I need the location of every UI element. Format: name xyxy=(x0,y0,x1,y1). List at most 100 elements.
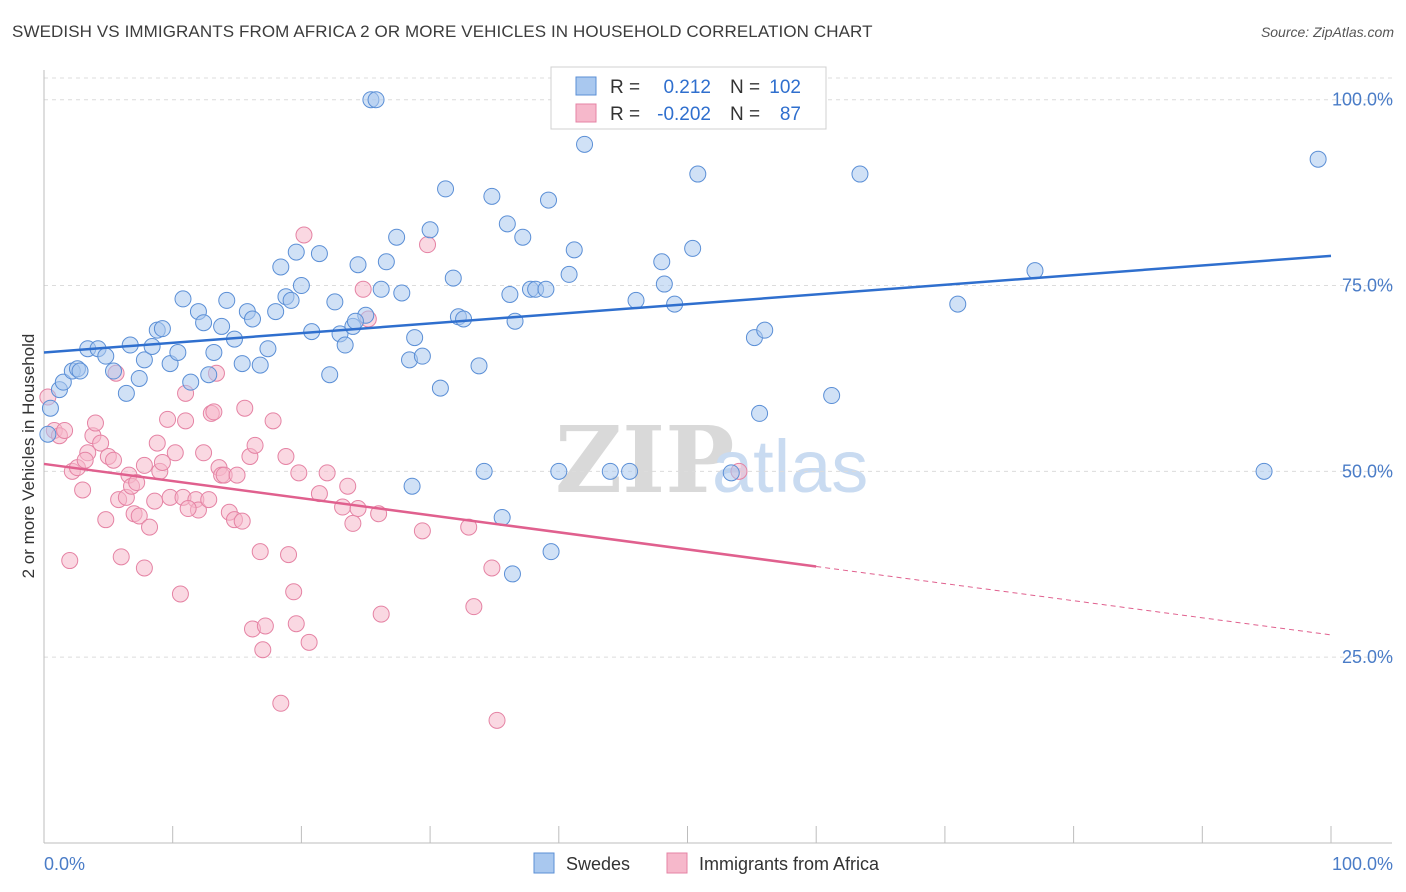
stats-legend: R = 0.212 N = 102 R = -0.202 N = 87 xyxy=(550,66,827,130)
africa-point xyxy=(141,518,159,536)
swedes-point xyxy=(243,310,261,328)
swedes-point xyxy=(372,280,390,298)
africa-point xyxy=(86,414,104,432)
swedes-point xyxy=(514,228,532,246)
africa-point xyxy=(419,236,437,254)
africa-point xyxy=(264,412,282,430)
swedes-point xyxy=(71,362,89,380)
source-note: Source: ZipAtlas.com xyxy=(1260,24,1394,40)
africa-point xyxy=(300,633,318,651)
africa-legend-icon xyxy=(666,852,688,874)
africa-point xyxy=(130,507,148,525)
africa-point xyxy=(254,641,272,659)
swedes-point xyxy=(321,366,339,384)
y-tick-label-50: 50.0% xyxy=(1342,461,1393,481)
swedes-point xyxy=(182,373,200,391)
africa-point xyxy=(200,491,218,509)
africa-point xyxy=(290,464,308,482)
x-tick-labels: 0.0% 100.0% xyxy=(44,854,1393,874)
swedes-point xyxy=(406,329,424,347)
swedes-point xyxy=(174,290,192,308)
swedes-point xyxy=(483,187,501,205)
africa-point xyxy=(171,585,189,603)
swedes-point xyxy=(272,258,290,276)
legend-n-label-1: N = xyxy=(730,77,760,98)
legend-r-value-africa: -0.202 xyxy=(657,104,711,125)
africa-point xyxy=(205,403,223,421)
africa-trendline-solid xyxy=(43,462,817,568)
swedes-point xyxy=(421,221,439,239)
watermark-zip: ZIP xyxy=(555,406,734,514)
africa-point xyxy=(74,481,92,499)
swedes-point xyxy=(413,347,431,365)
swedes-point xyxy=(310,245,328,263)
legend-swedes-label: Swedes xyxy=(566,854,630,874)
swedes-point xyxy=(393,284,411,302)
swedes-point xyxy=(346,312,364,330)
swedes-point xyxy=(367,91,385,109)
africa-point xyxy=(233,512,251,530)
swedes-point xyxy=(565,241,583,259)
africa-point xyxy=(76,451,94,469)
swedes-point xyxy=(455,310,473,328)
swedes-point xyxy=(431,379,449,397)
africa-point xyxy=(146,492,164,510)
swedes-point xyxy=(540,191,558,209)
africa-point xyxy=(483,559,501,577)
swedes-point xyxy=(576,135,594,153)
legend-r-label-1: R = xyxy=(610,77,640,98)
swedes-point xyxy=(470,357,488,375)
swedes-point xyxy=(336,336,354,354)
swedes-point xyxy=(169,343,187,361)
africa-point xyxy=(128,474,146,492)
swedes-point xyxy=(349,256,367,274)
swedes-point xyxy=(218,291,236,309)
africa-point xyxy=(251,543,269,561)
legend-r-label-2: R = xyxy=(610,104,640,125)
africa-point xyxy=(148,434,166,452)
africa-point xyxy=(280,546,298,564)
africa-point xyxy=(349,500,367,518)
swedes-point xyxy=(503,565,521,583)
swedes-point xyxy=(475,462,493,480)
africa-point xyxy=(97,511,115,529)
chart-title: SWEDISH VS IMMIGRANTS FROM AFRICA 2 OR M… xyxy=(12,22,873,41)
africa-point xyxy=(61,552,79,570)
legend-n-value-africa: 87 xyxy=(780,104,801,125)
swedes-point xyxy=(213,317,231,335)
swedes-point xyxy=(621,462,639,480)
swedes-point xyxy=(498,215,516,233)
swedes-point xyxy=(550,462,568,480)
africa-point xyxy=(104,451,122,469)
swedes-point xyxy=(388,228,406,246)
swedes-point xyxy=(54,373,72,391)
stats-legend-box xyxy=(550,66,827,130)
africa-point xyxy=(135,559,153,577)
swedes-point xyxy=(653,253,671,271)
y-axis-label: 2 or more Vehicles in Household xyxy=(19,334,38,579)
africa-point xyxy=(228,466,246,484)
africa-point xyxy=(277,448,295,465)
swedes-swatch-icon xyxy=(575,76,597,96)
africa-point xyxy=(179,500,197,518)
legend-r-value-swedes: 0.212 xyxy=(663,77,711,98)
y-tick-label-75: 75.0% xyxy=(1342,276,1393,296)
swedes-point xyxy=(444,269,462,287)
swedes-point xyxy=(287,243,305,261)
swedes-point xyxy=(689,165,707,183)
africa-point xyxy=(318,464,336,482)
swedes-point xyxy=(542,543,560,561)
swedes-point xyxy=(39,425,57,443)
swedes-point xyxy=(601,462,619,480)
africa-point xyxy=(465,598,483,616)
swedes-point xyxy=(437,180,455,198)
swedes-point xyxy=(259,340,277,358)
swedes-point xyxy=(200,366,218,384)
swedes-point xyxy=(560,265,578,283)
legend-n-label-2: N = xyxy=(730,104,760,125)
x-tick-label-min: 0.0% xyxy=(44,854,85,874)
swedes-point xyxy=(292,277,310,295)
swedes-point xyxy=(267,303,285,321)
swedes-trendline xyxy=(43,254,1332,354)
